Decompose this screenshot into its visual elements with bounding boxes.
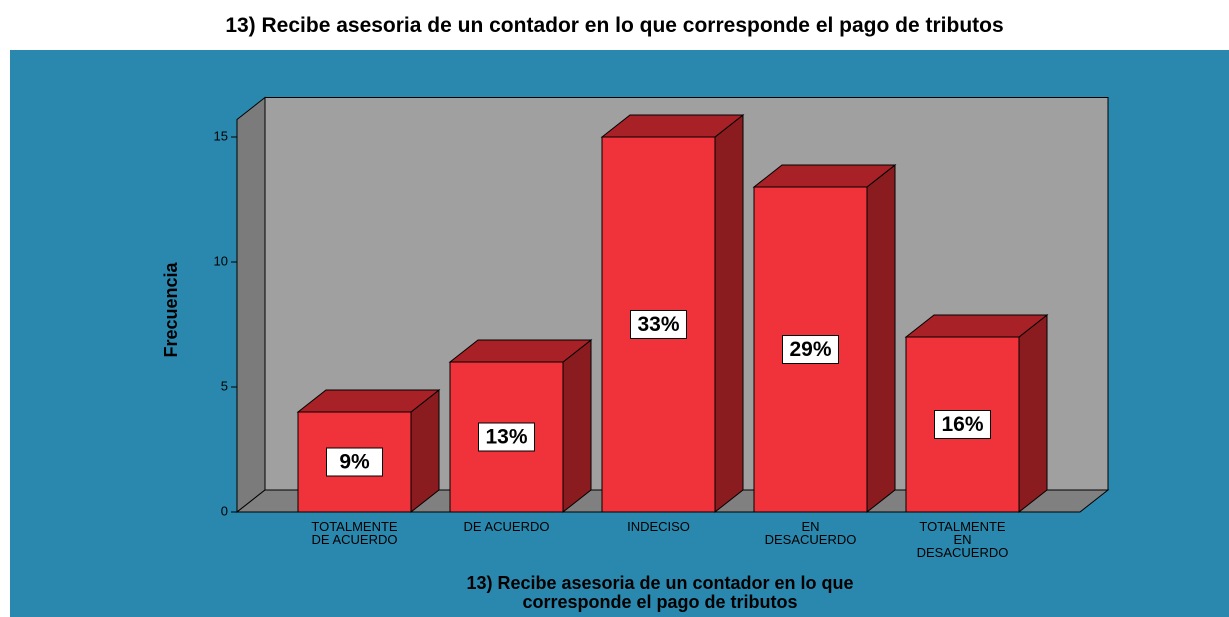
x-tick-label: EN DESACUERDO [764, 519, 857, 547]
value-label: 13% [485, 426, 527, 449]
value-label: 33% [637, 313, 679, 336]
x-tick-label: TOTALMENTE DE ACUERDO [311, 519, 398, 547]
bar-side [562, 338, 592, 514]
value-label-box [326, 447, 383, 477]
y-tick-label: 5 [221, 378, 228, 393]
value-label-box [782, 335, 839, 364]
y-tick-label: 0 [221, 503, 228, 518]
value-label: 29% [789, 338, 831, 361]
bar-side [866, 163, 896, 514]
x-axis-label: 13) Recibe asesoria de un contador en lo… [466, 573, 854, 612]
x-tick-label: INDECISO [627, 519, 690, 534]
bar-side [714, 113, 744, 514]
left-wall [236, 96, 266, 514]
value-label-box [934, 410, 991, 439]
value-label: 9% [339, 451, 370, 474]
x-tick-label: DE ACUERDO [463, 519, 550, 534]
value-label-box [630, 310, 687, 339]
y-tick-label: 15 [214, 128, 228, 143]
chart-title: 13) Recibe asesoria de un contador en lo… [225, 14, 1004, 37]
value-label: 16% [941, 413, 983, 436]
y-tick-label: 10 [214, 253, 228, 268]
x-tick-label: TOTALMENTE EN DESACUERDO [916, 519, 1009, 560]
bar-side [1018, 313, 1048, 514]
y-axis-label: Frecuencia [161, 261, 181, 357]
value-label-box [478, 422, 535, 452]
